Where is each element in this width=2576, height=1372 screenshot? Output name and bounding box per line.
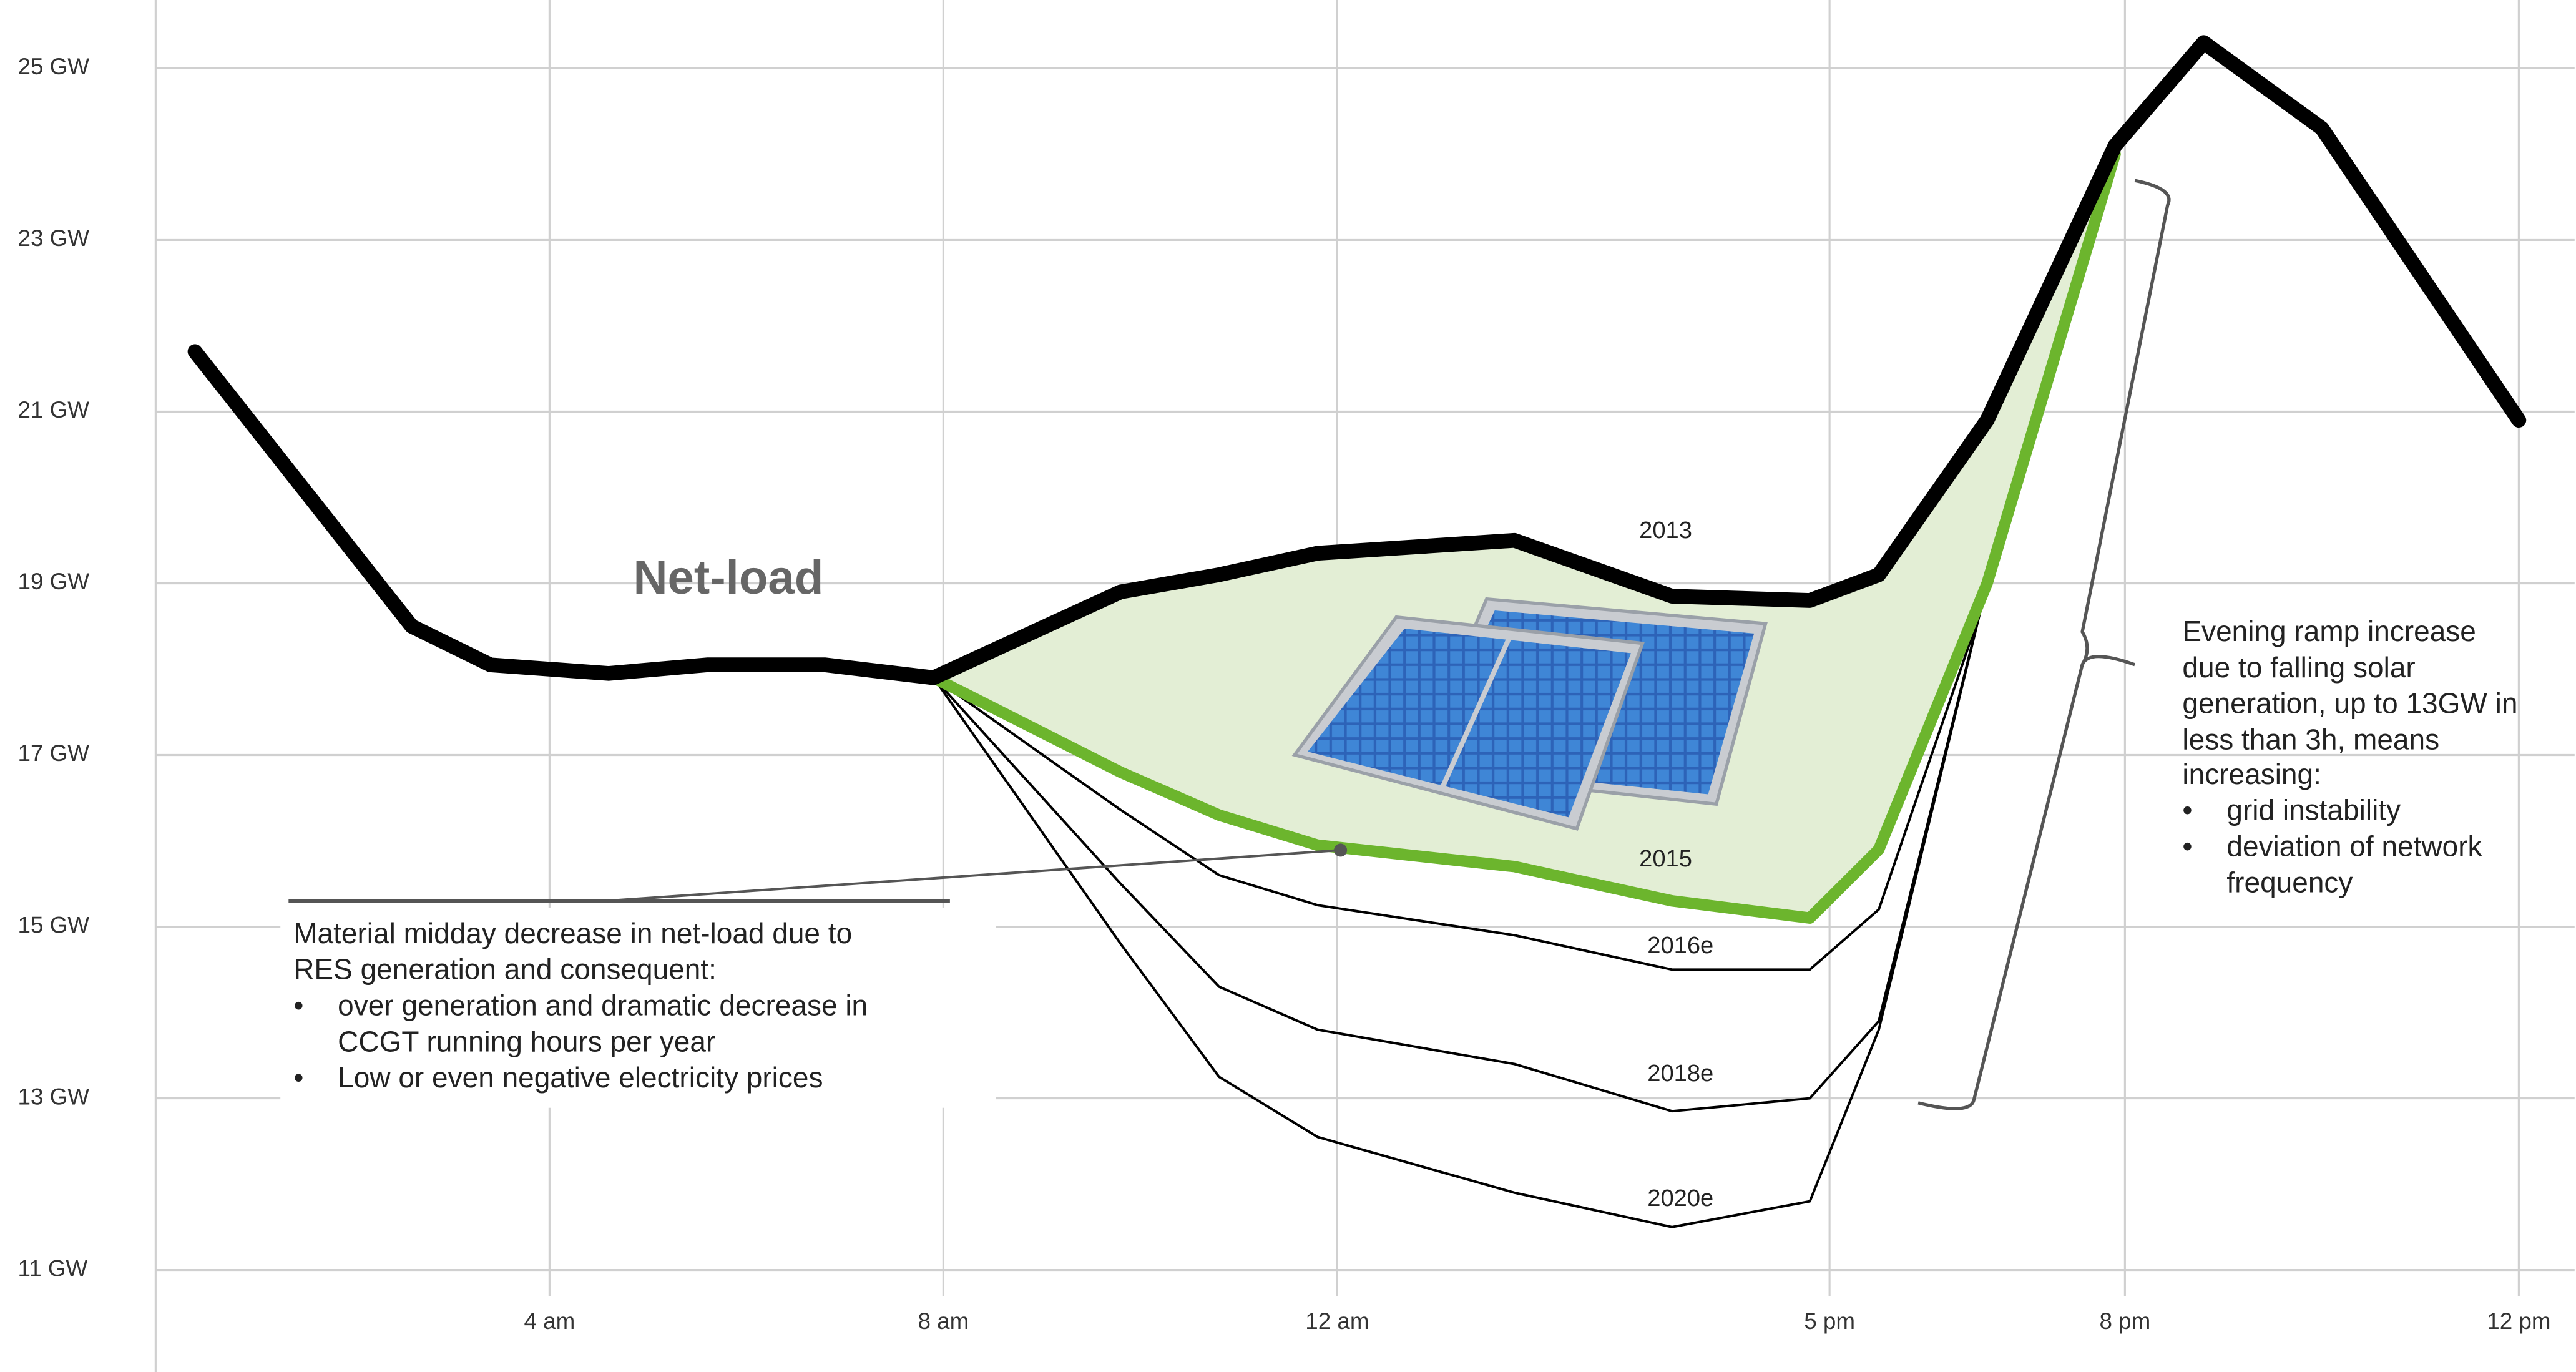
y-tick-label: 21 GW <box>18 397 90 423</box>
connector-dot <box>1334 843 1348 857</box>
note-line: generation, up to 13GW in <box>2182 687 2517 720</box>
connector <box>605 848 1341 903</box>
x-tick-label: 5 pm <box>1804 1308 1855 1334</box>
midday-annotation <box>280 843 1348 1108</box>
note-line: CCGT running hours per year <box>338 1025 715 1057</box>
series-line <box>187 35 2527 685</box>
y-tick-label: 11 GW <box>18 1255 88 1281</box>
series-line <box>932 582 1989 1228</box>
series-line <box>932 590 1989 971</box>
y-tick-label: 15 GW <box>18 912 90 938</box>
x-tick-label: 4 am <box>524 1308 575 1334</box>
note-line: RES generation and consequent: <box>293 953 717 986</box>
x-tick-label: 12 am <box>1305 1308 1369 1334</box>
y-tick-label: 17 GW <box>18 740 90 766</box>
x-tick-label: 12 pm <box>2487 1308 2550 1334</box>
fill-between-area <box>933 145 2115 918</box>
note-line: over generation and dramatic decrease in <box>338 989 868 1021</box>
y-tick-label: 13 GW <box>18 1084 90 1109</box>
note-line: • <box>293 1061 303 1094</box>
y-tick-label: 19 GW <box>18 569 90 594</box>
solar-panels <box>1291 597 1768 831</box>
areas <box>933 145 2115 918</box>
note-line: • <box>2182 830 2192 862</box>
ramp-bracket <box>1917 179 2171 1110</box>
series-line <box>932 582 1989 1113</box>
series-label: 2018e <box>1647 1060 1713 1087</box>
note-line: Low or even negative electricity prices <box>338 1061 823 1094</box>
x-tick-label: 8 pm <box>2099 1308 2150 1334</box>
note-line: Material midday decrease in net-load due… <box>293 917 852 949</box>
lines <box>187 35 2527 1228</box>
y-tick-label: 25 GW <box>18 54 90 79</box>
note-box <box>280 907 996 1108</box>
series-label: 2020e <box>1647 1185 1713 1212</box>
note-line: due to falling solar <box>2182 651 2415 684</box>
x-tick-label: 8 am <box>918 1308 969 1334</box>
series-line <box>928 148 2121 924</box>
series-label: 2015 <box>1639 845 1692 872</box>
note-line: • <box>293 989 303 1021</box>
y-tick-label: 23 GW <box>18 225 90 251</box>
series-label: 2013 <box>1639 517 1692 544</box>
note-line: frequency <box>2226 866 2353 898</box>
note-line: • <box>2182 794 2192 826</box>
series-label: 2016e <box>1647 932 1713 959</box>
labels: Net-load 11 GW 13 GW 15 GW 17 GW 19 GW 21 GW 2… <box>18 54 2551 1334</box>
note-line: grid instability <box>2226 794 2401 826</box>
note-line: increasing: <box>2182 758 2321 790</box>
note-line: Evening ramp increase <box>2182 615 2476 647</box>
note-line: deviation of network <box>2226 830 2482 862</box>
note-line: less than 3h, means <box>2182 723 2439 756</box>
net-load-label: Net-load <box>633 551 823 604</box>
